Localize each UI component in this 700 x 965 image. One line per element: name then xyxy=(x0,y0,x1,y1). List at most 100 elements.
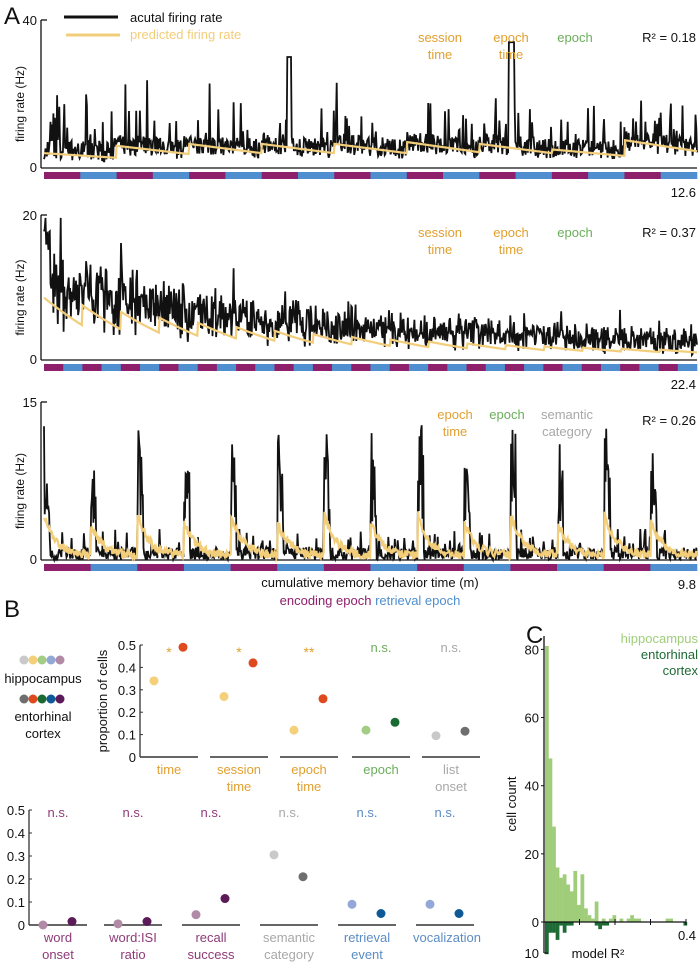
predictor-label: epoch xyxy=(437,407,472,422)
entorhinal-histogram-bar xyxy=(566,922,571,926)
retrieval-epoch-segment xyxy=(524,364,544,371)
entorhinal-histogram-bar xyxy=(598,922,602,930)
panel-label-b: B xyxy=(4,596,20,623)
entorhinal-legend-dot xyxy=(37,694,47,704)
category-label: recall xyxy=(195,930,226,945)
retrieval-epoch-segment xyxy=(408,364,429,371)
legend-ec-label: entorhinal xyxy=(14,709,71,724)
encoding-epoch-segment xyxy=(428,364,448,371)
hippocampus-point xyxy=(38,920,48,930)
retrieval-epoch-segment xyxy=(463,564,511,571)
hippocampus-legend-dot xyxy=(46,655,56,665)
legend-actual-label: acutal firing rate xyxy=(130,10,223,25)
y-tick-label: 0.3 xyxy=(7,849,25,864)
hippocampus-histogram-bar xyxy=(626,918,631,922)
encoding-epoch-segment xyxy=(351,364,371,371)
predictor-label: epoch xyxy=(557,225,592,240)
legend-cortex: cortex xyxy=(663,663,699,678)
hippocampus-point xyxy=(269,850,279,860)
x-max-label: 9.8 xyxy=(678,577,696,592)
r-squared-label: R² = 0.26 xyxy=(642,413,696,428)
encoding-epoch-segment xyxy=(406,172,444,179)
y-tick-label: 0.3 xyxy=(118,683,136,698)
predictor-label: epoch xyxy=(557,30,592,45)
entorhinal-histogram-bar xyxy=(559,922,563,926)
y-tick-label: 20 xyxy=(525,847,539,862)
category-label: session xyxy=(217,762,261,777)
hippocampus-point xyxy=(431,731,441,741)
significance-label: n.s. xyxy=(371,640,392,655)
hippocampus-histogram-bar xyxy=(601,918,606,922)
entorhinal-point xyxy=(460,726,470,736)
y-tick-label: 10 xyxy=(525,946,539,961)
entorhinal-point xyxy=(248,658,258,668)
category-label: epoch xyxy=(291,762,326,777)
panel-a3: 15 0 firing rate (Hz) epoch time epoch semanti… xyxy=(13,395,699,592)
entorhinal-histogram-bar xyxy=(605,922,610,926)
epoch-legend: encoding epoch retrieval epoch xyxy=(280,593,461,608)
hippocampus-histogram-bar xyxy=(669,918,673,922)
predictor-label: time xyxy=(499,47,524,62)
significance-label: n.s. xyxy=(201,805,222,820)
x-max-label: 12.6 xyxy=(671,185,696,200)
encoding-epoch-segment xyxy=(479,172,516,179)
y-tick-label: 0 xyxy=(532,915,539,930)
category-label: list xyxy=(443,762,459,777)
hippocampus-histogram-bar xyxy=(580,874,585,922)
entorhinal-legend-dot xyxy=(55,694,65,704)
predictor-label: time xyxy=(428,242,453,257)
x-tick-label: 0.4 xyxy=(678,928,696,943)
entorhinal-histogram-bar xyxy=(569,922,574,926)
predictor-label: epoch xyxy=(493,30,528,45)
category-label: onset xyxy=(42,947,74,962)
y-tick-label: 0.4 xyxy=(7,826,25,841)
entorhinal-histogram-bar xyxy=(545,922,549,955)
hippocampus-histogram-bar xyxy=(584,908,588,922)
predicted-firing-rate-line xyxy=(42,511,699,564)
encoding-epoch-segment xyxy=(581,364,602,371)
encoding-epoch-segment xyxy=(551,172,589,179)
retrieval-epoch-segment xyxy=(90,564,138,571)
y-axis-label: firing rate (Hz) xyxy=(13,66,27,142)
hippocampus-histogram-bar xyxy=(552,826,556,922)
retrieval-epoch-segment xyxy=(485,364,506,371)
category-label: event xyxy=(351,947,383,962)
epoch-legend-retrieval: retrieval epoch xyxy=(375,593,460,608)
hippocampus-histogram-bar xyxy=(612,915,617,922)
encoding-epoch-segment xyxy=(658,364,679,371)
entorhinal-histogram-bar xyxy=(555,922,560,940)
retrieval-epoch-segment xyxy=(297,172,335,179)
significance-label: n.s. xyxy=(357,805,378,820)
retrieval-epoch-segment xyxy=(370,172,408,179)
retrieval-epoch-segment xyxy=(332,364,352,371)
hippocampus-histogram-bar xyxy=(562,874,567,922)
predictor-label: epoch xyxy=(489,407,524,422)
encoding-epoch-segment xyxy=(620,364,640,371)
y-tick-label: 80 xyxy=(525,642,539,657)
encoding-epoch-segment xyxy=(603,564,651,571)
category-label: time xyxy=(227,779,252,794)
hippocampus-point xyxy=(191,910,201,920)
category-label: category xyxy=(264,947,314,962)
retrieval-epoch-segment xyxy=(443,172,480,179)
retrieval-epoch-segment xyxy=(152,172,190,179)
y-tick-label: 0 xyxy=(18,918,25,933)
x-max-label: 22.4 xyxy=(671,377,696,392)
retrieval-epoch-segment xyxy=(588,172,625,179)
encoding-epoch-segment xyxy=(44,364,64,371)
encoding-epoch-segment xyxy=(120,364,141,371)
legend-predicted-label: predicted firing rate xyxy=(130,27,241,42)
category-label: time xyxy=(297,779,322,794)
hippocampus-histogram-bar xyxy=(637,918,642,922)
panel-label-a: A xyxy=(4,3,20,30)
x-axis-label-a: cumulative memory behavior time (m) xyxy=(261,575,478,590)
x-axis-label: model R² xyxy=(572,946,625,961)
encoding-epoch-segment xyxy=(197,364,218,371)
encoding-epoch-segment xyxy=(417,564,465,571)
encoding-epoch-segment xyxy=(261,172,299,179)
category-label: success xyxy=(188,947,235,962)
hippocampus-legend-dot xyxy=(28,655,38,665)
category-label: epoch xyxy=(363,762,398,777)
